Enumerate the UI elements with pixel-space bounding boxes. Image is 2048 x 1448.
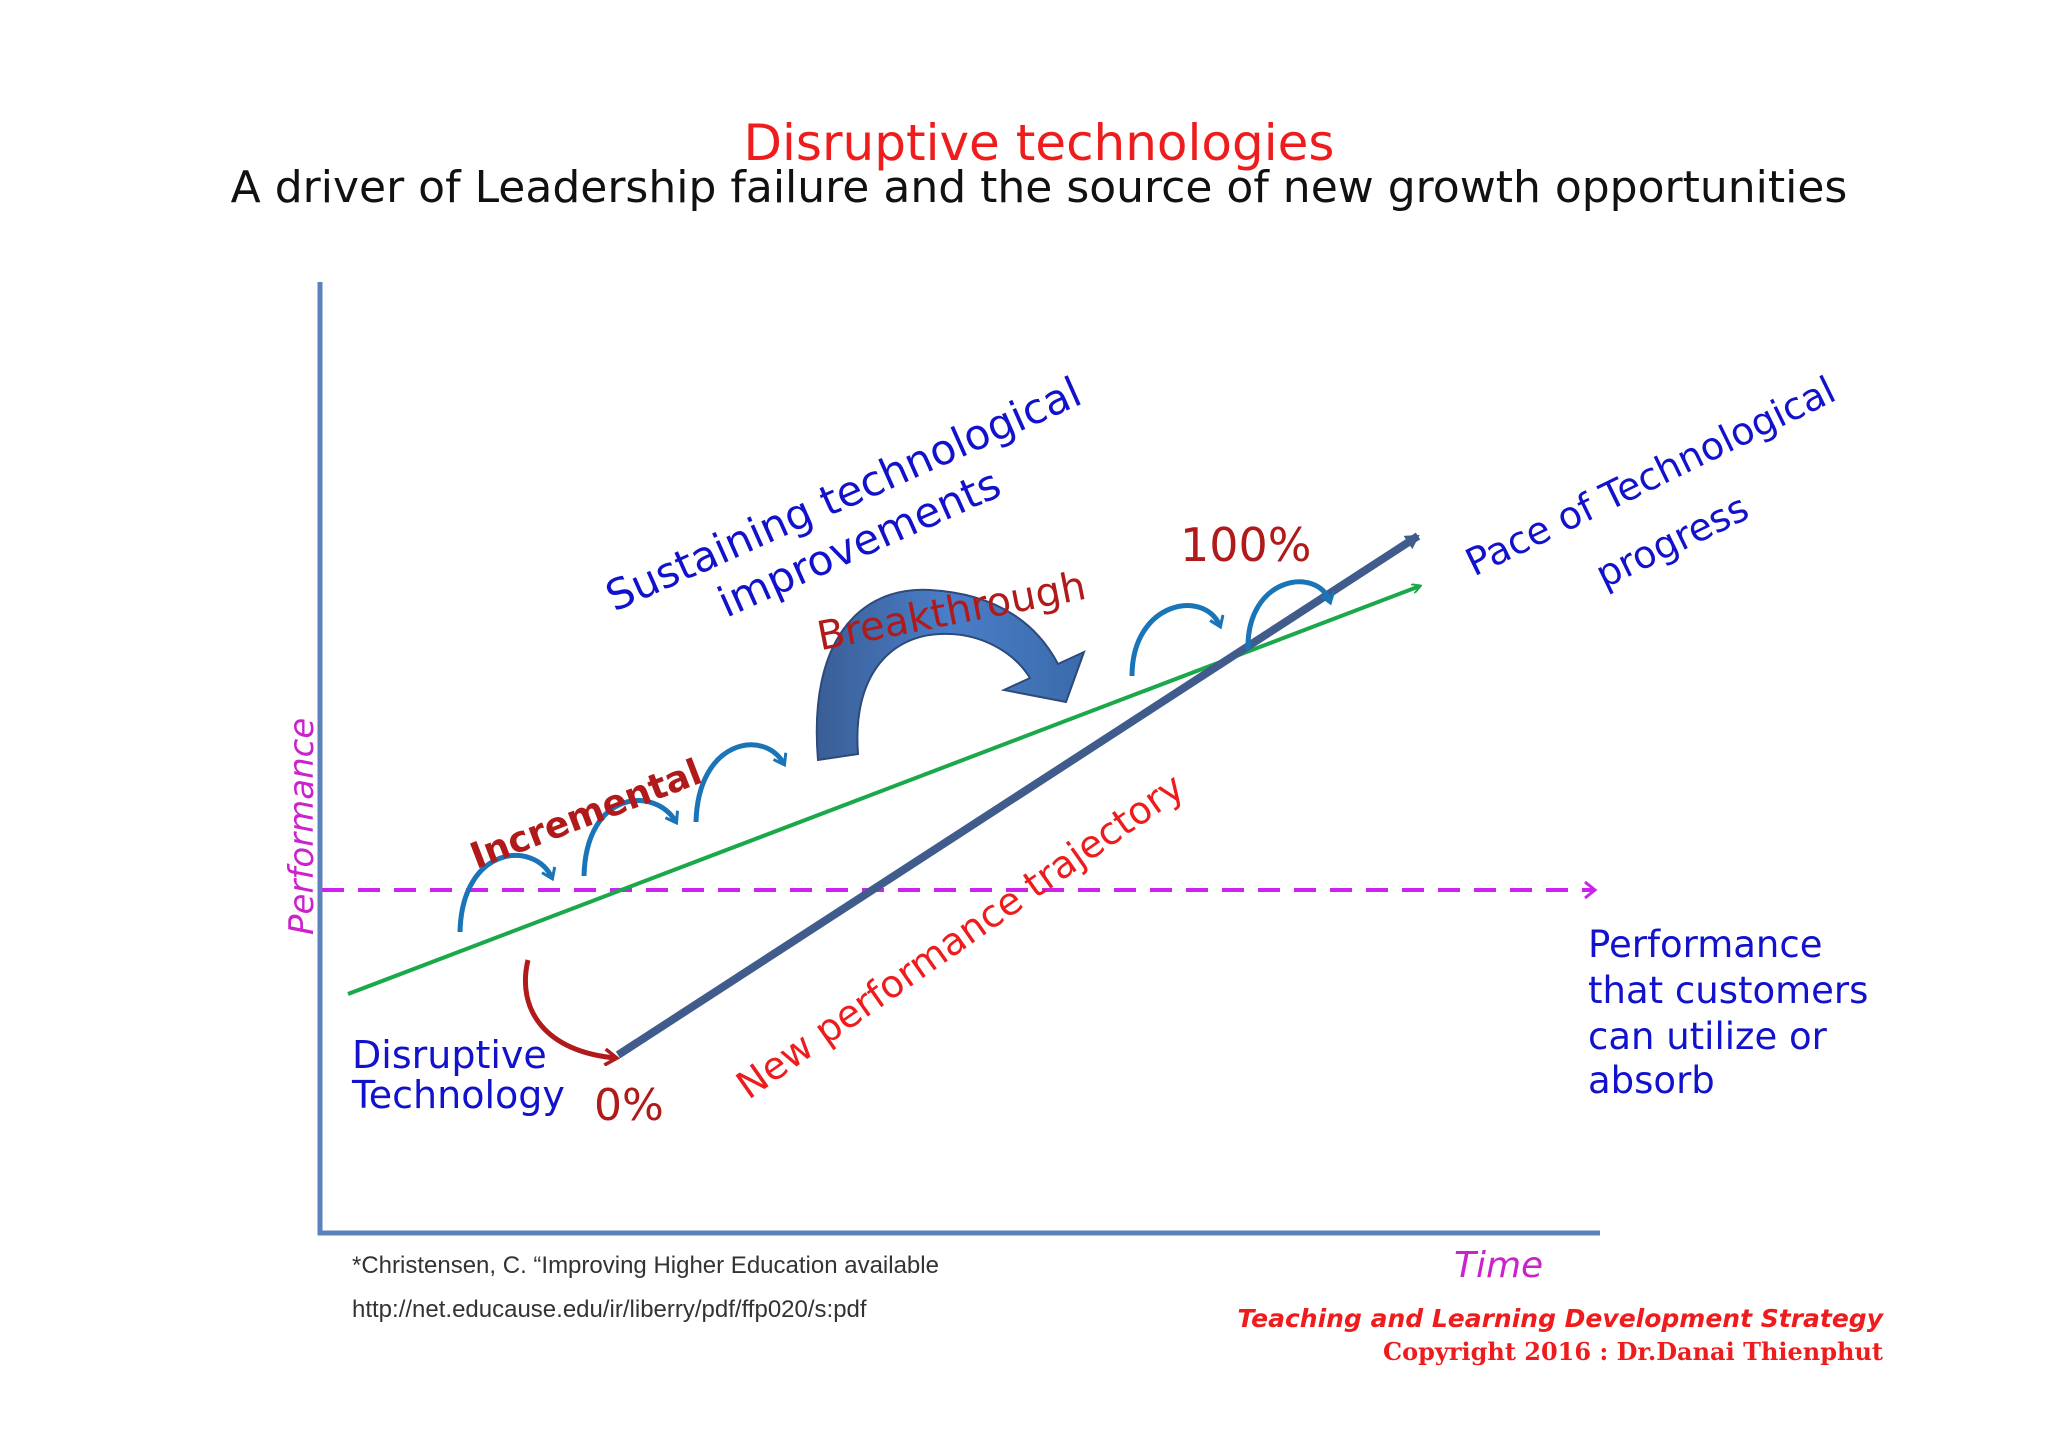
diagram-title: Disruptive technologies [743,114,1335,172]
customers-label-line2: that customers [1588,969,1869,1012]
diagram-subtitle: A driver of Leadership failure and the s… [230,162,1848,213]
credit-line2: Copyright 2016 : Dr.Danai Thienphut [1383,1337,1883,1366]
percent-100-label: 100% [1180,518,1312,572]
incremental-arrow-2 [581,798,676,877]
incremental-arrow-1 [457,853,552,933]
citation-link[interactable]: http://net.educause.edu/ir/liberry/pdf/f… [352,1296,867,1323]
new-performance-trajectory-line [615,532,1421,1059]
incremental-arrow-4 [1129,603,1220,677]
y-axis-label: Performance [282,717,322,935]
incremental-arrow-3 [693,742,784,823]
citation-line1: *Christensen, C. “Improving Higher Educa… [352,1252,939,1279]
x-axis-label: Time [1454,1245,1544,1286]
breakthrough-arrow [815,588,1086,762]
incremental-arrow-5 [1245,579,1330,651]
disruptive-label-line2: Technology [352,1073,565,1117]
disruptive-arrow [522,959,616,1058]
credit-line1: Teaching and Learning Development Strate… [1237,1304,1883,1333]
customers-label-line3: can utilize or [1588,1015,1827,1058]
percent-0-label: 0% [594,1080,664,1131]
customers-label-line4: absorb [1588,1059,1715,1102]
customers-label-line1: Performance [1588,923,1823,966]
disruptive-label-line1: Disruptive [352,1033,547,1077]
